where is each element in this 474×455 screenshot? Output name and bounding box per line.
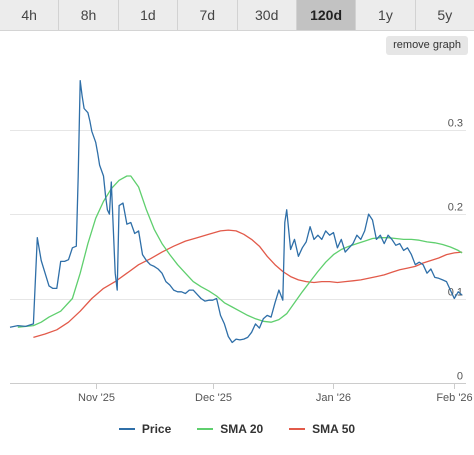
legend-label: SMA 50	[312, 422, 356, 436]
tab-1d[interactable]: 1d	[118, 0, 179, 30]
y-tick-label: 0.2	[448, 202, 463, 214]
y-axis-ticks: 0 0.1 0.2 0.3	[448, 118, 463, 383]
chart-legend: Price SMA 20 SMA 50	[0, 420, 474, 438]
timeframe-tabs: 4h 8h 1d 7d 30d 120d 1y 5y	[0, 0, 474, 31]
x-tick-label: Jan '26	[316, 392, 351, 404]
tab-4h[interactable]: 4h	[0, 0, 60, 30]
grid-lines	[10, 130, 466, 384]
legend-label: Price	[141, 422, 172, 436]
tab-30d[interactable]: 30d	[237, 0, 297, 30]
legend-item-price[interactable]: Price	[118, 420, 172, 438]
legend-swatch	[197, 428, 214, 430]
tab-1y[interactable]: 1y	[356, 0, 416, 30]
x-axis-ticks: Nov '25 Dec '25 Jan '26 Feb '26	[78, 383, 473, 404]
y-tick-label: 0	[457, 371, 463, 383]
series-sma-20-line	[17, 175, 463, 328]
series-lines	[9, 79, 463, 344]
x-tick-label: Dec '25	[195, 392, 232, 404]
legend-item-sma-20[interactable]: SMA 20	[197, 420, 263, 438]
legend-swatch	[289, 428, 306, 430]
tab-7d[interactable]: 7d	[178, 0, 238, 30]
series-price-line	[9, 79, 463, 344]
y-tick-label: 0.3	[448, 118, 463, 130]
x-tick-label: Feb '26	[436, 392, 472, 404]
tab-5y[interactable]: 5y	[415, 0, 474, 30]
tab-120d[interactable]: 120d	[296, 0, 357, 30]
remove-graph-button[interactable]: remove graph	[386, 36, 468, 55]
tab-8h[interactable]: 8h	[59, 0, 119, 30]
legend-item-sma-50[interactable]: SMA 50	[289, 420, 355, 438]
y-tick-label: 0.1	[448, 287, 463, 299]
x-tick-label: Nov '25	[78, 392, 115, 404]
legend-swatch	[118, 428, 135, 430]
series-sma-50-line	[33, 229, 463, 339]
legend-label: SMA 20	[220, 422, 264, 436]
